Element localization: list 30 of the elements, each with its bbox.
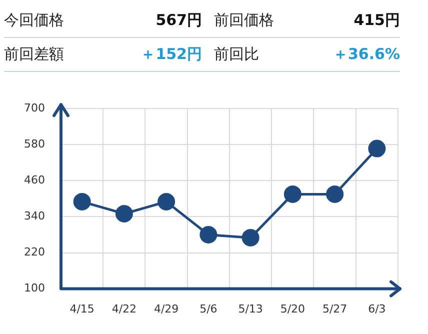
y-tick-label: 100 (24, 282, 45, 295)
y-tick-label: 460 (24, 174, 45, 187)
y-tick-label: 340 (24, 210, 45, 223)
point (284, 185, 302, 203)
x-tick-label: 4/22 (112, 302, 137, 316)
y-tick-label: 580 (24, 138, 45, 150)
point (115, 204, 133, 222)
y-tick-label: 220 (24, 246, 45, 259)
x-tick-label: 5/20 (280, 302, 306, 316)
text: 今回価格 (4, 11, 65, 30)
text: 415円 (352, 11, 400, 30)
x-tick-label: 6/3 (368, 302, 386, 316)
x-tick-label: 4/29 (154, 302, 179, 316)
x-tick-label: 4/15 (70, 302, 94, 316)
x-tick-label: 5/27 (322, 302, 348, 316)
point (326, 185, 344, 203)
text: 前回差額 (4, 45, 65, 64)
y-tick-label: 700 (24, 101, 45, 114)
point (368, 140, 386, 158)
point (73, 192, 91, 210)
text: 前回価格 (213, 11, 275, 30)
point (242, 228, 260, 246)
point (158, 192, 176, 210)
text: ＋36.6% (332, 45, 400, 64)
text: ＋152円 (140, 45, 202, 64)
point (200, 226, 218, 244)
text: 567円 (154, 11, 202, 30)
x-tick-label: 5/13 (238, 302, 263, 316)
x-tick-label: 5/6 (200, 302, 218, 316)
text: 前回比 (213, 45, 260, 64)
